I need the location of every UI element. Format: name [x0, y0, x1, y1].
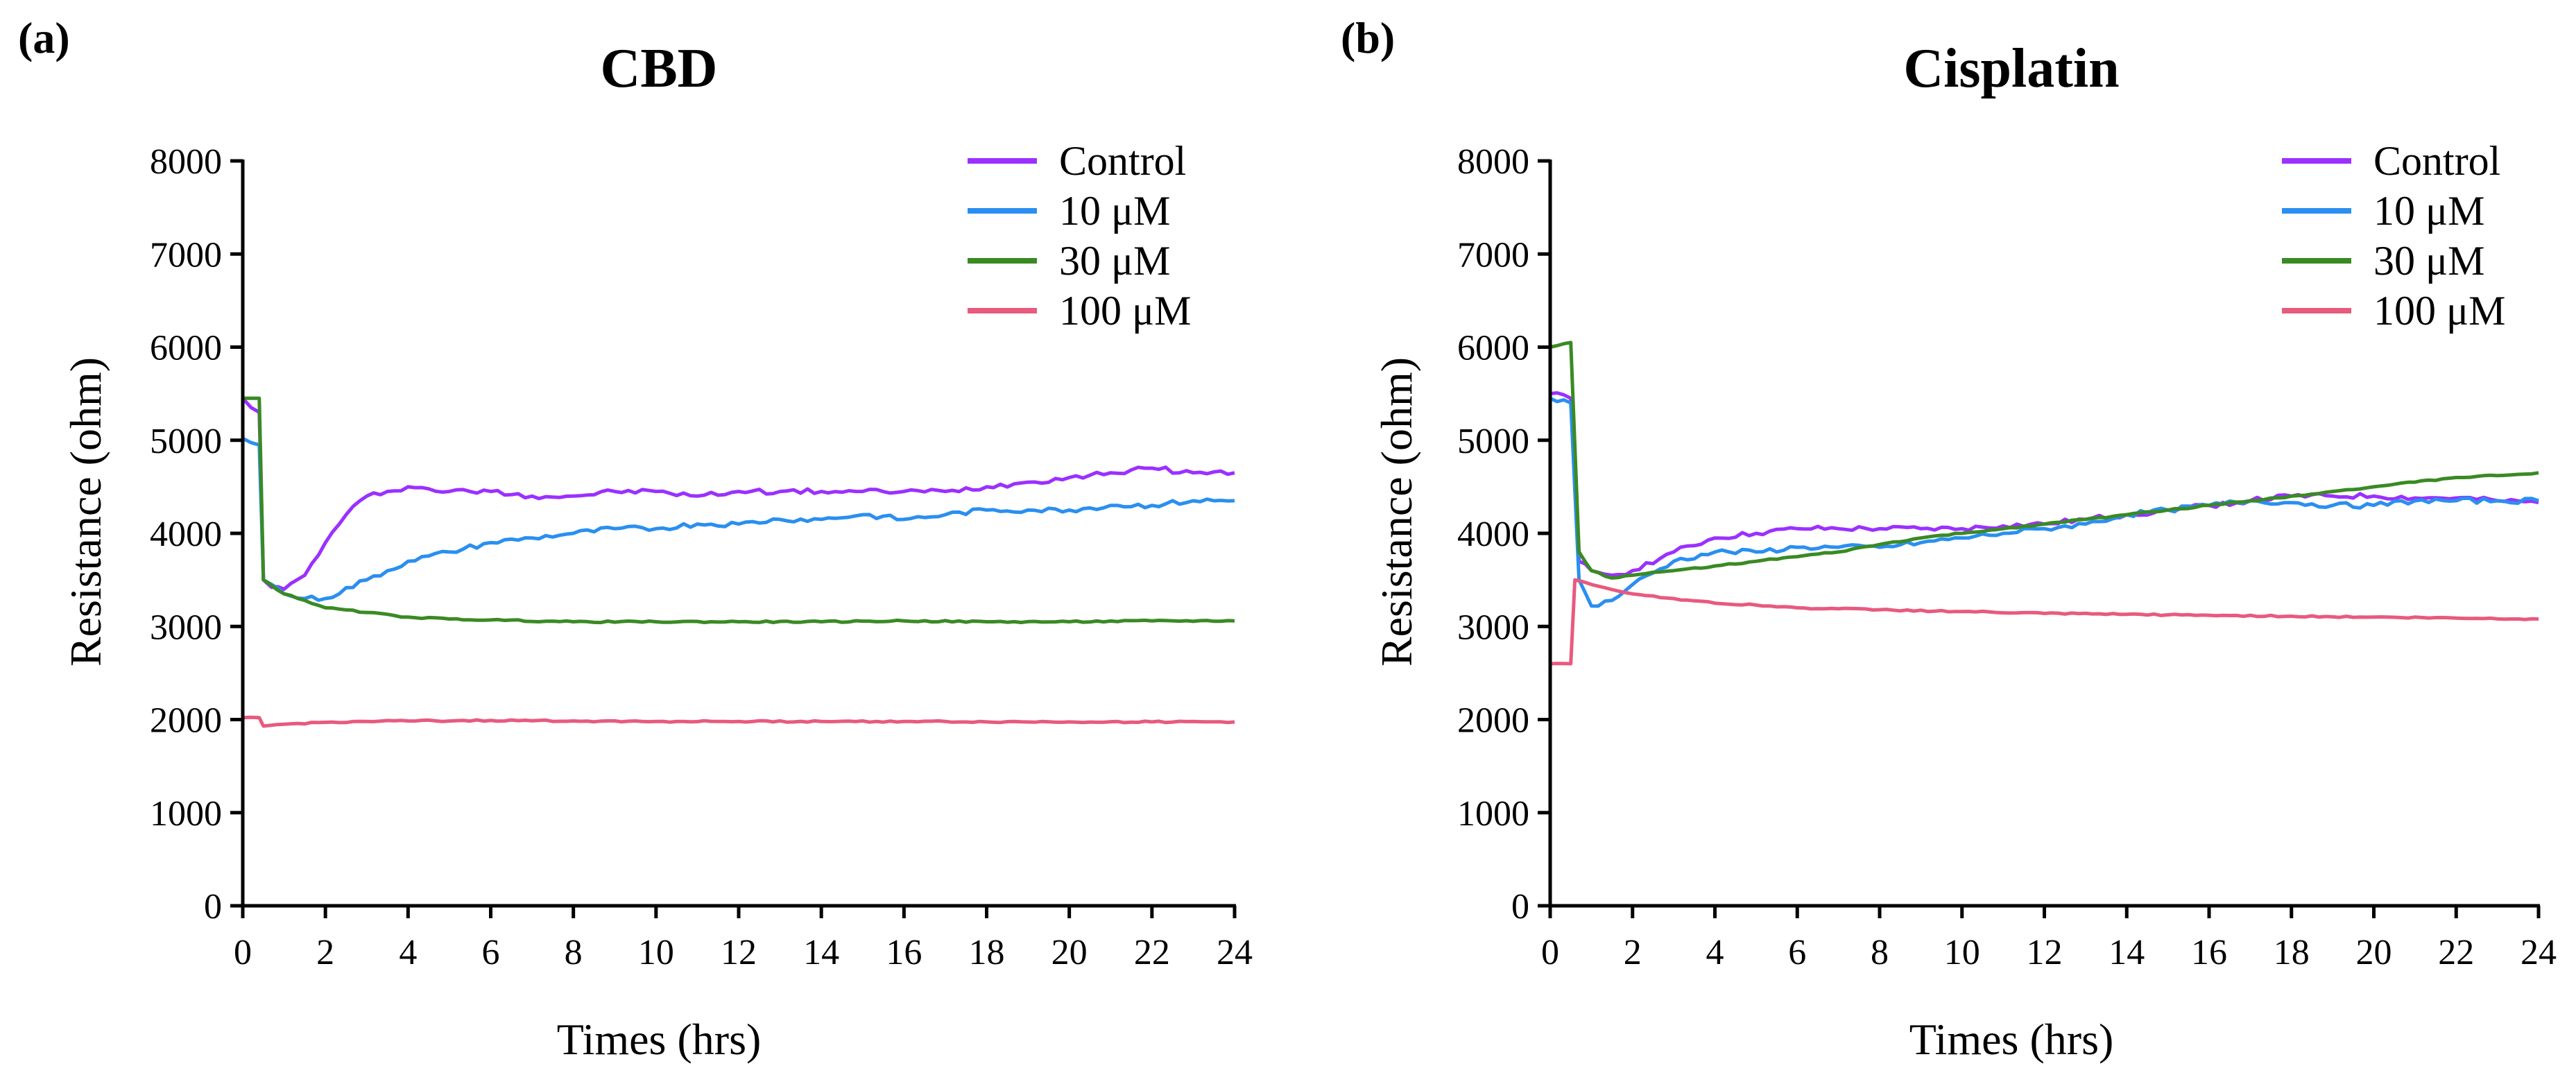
x-tick-label: 22 — [1134, 933, 1170, 972]
x-tick-label: 6 — [1788, 933, 1806, 972]
panel-cisplatin: (b) Cisplatin Times (hrs) Resistance (oh… — [1341, 13, 2557, 1064]
x-axis-title-cbd: Times (hrs) — [557, 1015, 762, 1064]
axes-cisplatin — [1548, 160, 2540, 908]
y-tick-label: 7000 — [150, 235, 222, 275]
x-tick-label: 18 — [2274, 933, 2310, 972]
legend-label: 30 μM — [2373, 238, 2485, 284]
x-tick-label: 14 — [2109, 933, 2145, 972]
panel-letter-a: (a) — [18, 13, 70, 62]
y-tick-label: 5000 — [1457, 422, 1529, 461]
series-line-2 — [1549, 397, 2539, 608]
y-tick-label: 1000 — [150, 794, 222, 834]
legend-label: 10 μM — [1059, 188, 1171, 234]
y-tick-label: 0 — [204, 887, 222, 927]
y-tick-label: 1000 — [1457, 794, 1529, 834]
x-tick-label: 24 — [1217, 933, 1253, 972]
legend-label: Control — [1059, 138, 1186, 184]
x-tick-label: 8 — [1871, 933, 1889, 972]
chart-title-cbd: CBD — [601, 38, 718, 99]
y-tick-label: 6000 — [150, 329, 222, 368]
panel-cbd: (a) CBD Times (hrs) Resistance (ohm) 0 10… — [18, 13, 1253, 1064]
x-tick-label: 4 — [1706, 933, 1724, 972]
x-tick-label: 10 — [638, 933, 674, 972]
y-axis-title-cbd: Resistance (ohm) — [61, 357, 110, 666]
series-line-1 — [241, 397, 1235, 591]
x-tick-label: 10 — [1944, 933, 1980, 972]
legend-label: 100 μM — [2373, 288, 2506, 334]
series-line-4 — [242, 715, 1235, 728]
y-tick-label: 5000 — [150, 422, 222, 461]
y-axis-title-cisplatin: Resistance (ohm) — [1372, 357, 1421, 666]
legend-label: Control — [2373, 138, 2500, 184]
series-line-3 — [1549, 341, 2539, 580]
y-tick-label: 3000 — [1457, 608, 1529, 647]
x-tick-label: 20 — [1051, 933, 1088, 972]
y-tick-label: 3000 — [150, 608, 222, 647]
legend-label: 100 μM — [1059, 288, 1192, 334]
series-lines-cbd — [241, 396, 1235, 728]
chart-title-cisplatin: Cisplatin — [1903, 38, 2119, 99]
y-tick-label: 0 — [1511, 887, 1529, 927]
legend-label: 10 μM — [2373, 188, 2485, 234]
series-lines-cisplatin — [1549, 341, 2539, 666]
x-tick-label: 24 — [2521, 933, 2557, 972]
x-tick-label: 6 — [482, 933, 500, 972]
x-tick-label: 14 — [803, 933, 839, 972]
x-tick-label: 16 — [2191, 933, 2227, 972]
x-tick-label: 20 — [2356, 933, 2392, 972]
x-tick-label: 0 — [234, 933, 252, 972]
x-tick-label: 18 — [969, 933, 1005, 972]
y-tick-label: 2000 — [1457, 701, 1529, 741]
y-tick-label: 7000 — [1457, 235, 1529, 275]
x-tick-label: 8 — [565, 933, 583, 972]
x-tick-label: 0 — [1541, 933, 1559, 972]
y-tick-label: 4000 — [150, 515, 222, 554]
y-tick-label: 8000 — [1457, 142, 1529, 182]
series-line-4 — [1549, 578, 2539, 666]
x-tick-label: 22 — [2438, 933, 2474, 972]
axes-cbd — [241, 160, 1236, 908]
series-line-2 — [241, 436, 1235, 602]
panel-letter-b: (b) — [1341, 13, 1395, 62]
y-tick-label: 8000 — [150, 142, 222, 182]
legend-label: 30 μM — [1059, 238, 1171, 284]
x-axis-title-cisplatin: Times (hrs) — [1909, 1015, 2114, 1064]
y-tick-label: 2000 — [150, 701, 222, 741]
x-tick-label: 2 — [316, 933, 334, 972]
x-tick-label: 12 — [2027, 933, 2063, 972]
y-tick-label: 4000 — [1457, 515, 1529, 554]
x-tick-label: 4 — [399, 933, 417, 972]
y-tick-label: 6000 — [1457, 329, 1529, 368]
x-tick-label: 16 — [886, 933, 922, 972]
x-tick-label: 12 — [721, 933, 757, 972]
x-tick-label: 2 — [1624, 933, 1642, 972]
series-line-3 — [242, 396, 1235, 625]
